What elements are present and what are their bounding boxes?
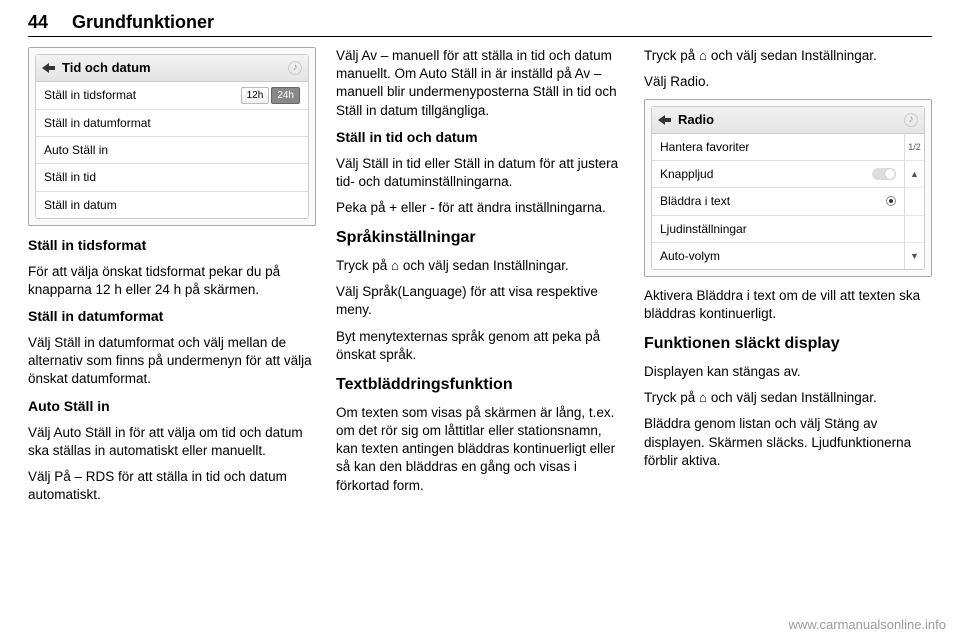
scroll-spacer [905, 188, 924, 215]
section-language: Språkinställningar [336, 227, 624, 249]
row-scroll-text[interactable]: Bläddra i text [652, 188, 904, 215]
col2-lang-p2: Välj Språk(Language) för att visa respek… [336, 283, 624, 319]
row-label: Ställ in datumformat [44, 115, 300, 131]
column-1: Tid och datum ♪ Ställ in tidsformat 12h … [28, 47, 316, 512]
row-label: Ljudinställningar [660, 221, 896, 237]
page-title: Grundfunktioner [72, 12, 214, 33]
body-date-format: Välj Ställ in datumformat och välj mella… [28, 334, 316, 389]
row-set-date[interactable]: Ställ in datum [36, 192, 308, 218]
note-icon: ♪ [288, 61, 302, 75]
row-audio-settings[interactable]: Ljudinställningar [652, 216, 904, 243]
body-time-format: För att välja önskat tidsformat pekar du… [28, 263, 316, 299]
panel-title: Tid och datum [62, 59, 151, 77]
toggle-12h[interactable]: 12h [241, 87, 270, 105]
watermark: www.carmanualsonline.info [788, 617, 946, 632]
scroll-up-icon[interactable]: ▲ [905, 161, 924, 188]
col2-lang-p3: Byt menytexternas språk genom att peka p… [336, 328, 624, 364]
radio-icon[interactable] [886, 196, 896, 206]
row-time-format[interactable]: Ställ in tidsformat 12h 24h [36, 82, 308, 111]
scroll-down-icon[interactable]: ▼ [905, 243, 924, 269]
section-display-off: Funktionen släckt display [644, 333, 932, 355]
back-icon[interactable] [658, 114, 672, 126]
col3-p2: Välj Radio. [644, 73, 932, 91]
body-auto-set: Välj Auto Ställ in för att välja om tid … [28, 424, 316, 460]
col2-sub1-body2: Peka på + eller - för att ändra inställ­… [336, 199, 624, 217]
row-label: Bläddra i text [660, 193, 886, 209]
scroll-column: 1/2 ▲ ▼ [904, 134, 924, 269]
col3-p3: Aktivera Bläddra i text om de vill att t… [644, 287, 932, 323]
row-date-format[interactable]: Ställ in datumformat [36, 110, 308, 137]
row-set-time[interactable]: Ställ in tid [36, 164, 308, 191]
back-icon[interactable] [42, 62, 56, 74]
col3-p6: Bläddra genom listan och välj Stäng av d… [644, 415, 932, 470]
row-label: Auto Ställ in [44, 142, 300, 158]
toggle-24h[interactable]: 24h [271, 87, 300, 105]
body-auto-set-2: Välj På – RDS för att ställa in tid och … [28, 468, 316, 504]
column-2: Välj Av – manuell för att ställa in tid … [336, 47, 624, 512]
page-indicator: 1/2 [905, 134, 924, 161]
radio-panel: Radio ♪ Hantera favoriter Knappljud [644, 99, 932, 276]
column-3: Tryck på ⌂ och välj sedan Inställningar.… [644, 47, 932, 512]
col3-p1: Tryck på ⌂ och välj sedan Inställningar. [644, 47, 932, 65]
col2-textscroll-p1: Om texten som visas på skärmen är lång, … [336, 404, 624, 495]
col2-lang-p1: Tryck på ⌂ och välj sedan Inställningar. [336, 257, 624, 275]
row-auto-volume[interactable]: Auto-volym [652, 243, 904, 269]
row-auto-set[interactable]: Auto Ställ in [36, 137, 308, 164]
subhead-set-time-date: Ställ in tid och datum [336, 128, 624, 147]
col3-p4: Displayen kan stängas av. [644, 363, 932, 381]
row-label: Ställ in datum [44, 197, 300, 213]
time-format-toggle[interactable]: 12h 24h [241, 87, 300, 105]
row-label: Ställ in tidsformat [44, 87, 241, 103]
col2-p1: Välj Av – manuell för att ställa in tid … [336, 47, 624, 120]
row-label: Auto-volym [660, 248, 896, 264]
subhead-date-format: Ställ in datumformat [28, 307, 316, 326]
page-number: 44 [28, 12, 48, 33]
subhead-auto-set: Auto Ställ in [28, 397, 316, 416]
panel-titlebar: Tid och datum ♪ [36, 55, 308, 82]
row-label: Ställ in tid [44, 169, 300, 185]
subhead-time-format: Ställ in tidsformat [28, 236, 316, 255]
row-label: Hantera favoriter [660, 139, 896, 155]
section-textscroll: Textbläddringsfunktion [336, 374, 624, 396]
row-label: Knappljud [660, 166, 872, 182]
time-date-panel: Tid och datum ♪ Ställ in tidsformat 12h … [28, 47, 316, 226]
col2-sub1-body: Välj Ställ in tid eller Ställ in datum f… [336, 155, 624, 191]
col3-p5: Tryck på ⌂ och välj sedan Inställningar. [644, 389, 932, 407]
note-icon: ♪ [904, 113, 918, 127]
row-button-sound[interactable]: Knappljud [652, 161, 904, 188]
scroll-spacer [905, 216, 924, 243]
panel-title: Radio [678, 111, 714, 129]
switch-icon[interactable] [872, 168, 896, 180]
panel-titlebar: Radio ♪ [652, 107, 924, 134]
row-manage-favorites[interactable]: Hantera favoriter [652, 134, 904, 161]
page-header: 44 Grundfunktioner [28, 12, 932, 37]
